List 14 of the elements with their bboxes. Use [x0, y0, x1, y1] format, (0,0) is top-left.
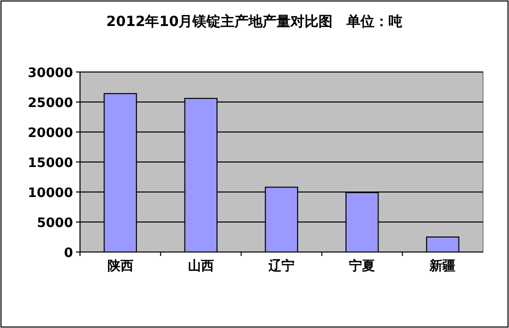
x-tick-label: 辽宁 — [268, 258, 294, 274]
y-tick-label: 30000 — [28, 66, 73, 81]
x-tick-label: 陕西 — [107, 259, 134, 274]
bar — [426, 236, 460, 252]
chart-title: 2012年10月镁锭主产地产量对比图 单位：吨 — [106, 13, 403, 30]
y-tick-label: 15000 — [28, 156, 73, 171]
x-tick-label: 宁夏 — [349, 258, 376, 274]
y-tick-label: 10000 — [28, 186, 73, 201]
x-tick-label: 新疆 — [428, 258, 456, 274]
y-tick-label: 5000 — [36, 216, 73, 231]
y-tick-label: 0 — [64, 246, 73, 261]
y-tick-label: 25000 — [28, 96, 73, 111]
y-tick-label: 20000 — [28, 126, 73, 141]
x-tick-label: 山西 — [188, 259, 214, 274]
